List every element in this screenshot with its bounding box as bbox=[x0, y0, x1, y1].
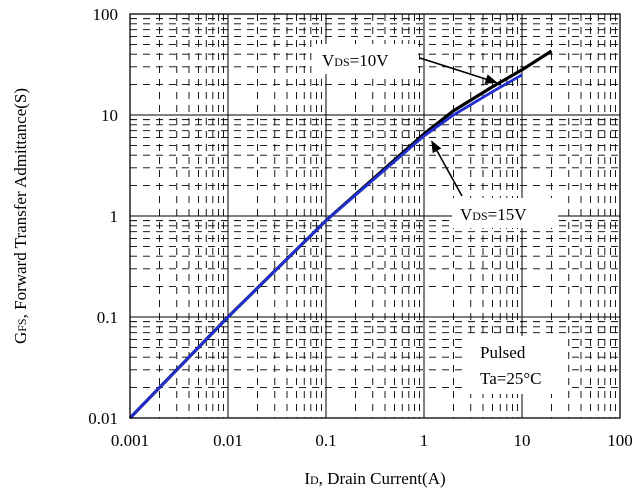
y-axis-label-sub: FS bbox=[15, 318, 29, 331]
pulsed-label-line: Pulsed bbox=[480, 343, 526, 362]
vds15-label-rest: =15V bbox=[488, 205, 528, 224]
x-tick-label: 0.1 bbox=[315, 431, 336, 450]
x-axis-label-main: I bbox=[304, 469, 310, 488]
vds10-label-sub: DS bbox=[334, 55, 349, 69]
plot-frame bbox=[129, 13, 621, 419]
series-line-vds15 bbox=[128, 73, 523, 419]
vds10-label: VDS=10V bbox=[322, 51, 389, 70]
x-axis-label: ID, Drain Current(A) bbox=[304, 469, 445, 488]
y-axis-label-rest: , Forward Transfer Admittance(S) bbox=[11, 88, 30, 318]
vds10-label-main: V bbox=[322, 51, 335, 70]
vds15-label-bg bbox=[452, 198, 558, 228]
series-layer bbox=[128, 49, 553, 420]
vds10-label-bg bbox=[312, 44, 418, 74]
pulsed-label-line: Ta=25°C bbox=[480, 369, 541, 388]
y-tick-label: 0.01 bbox=[88, 409, 118, 428]
x-tick-label: 0.001 bbox=[111, 431, 149, 450]
tick-labels: 0.001 0.01 0.1 1 10 100 0.01 0.1 1 10 100 bbox=[88, 5, 633, 450]
x-axis-label-rest: , Drain Current(A) bbox=[319, 469, 446, 488]
y-tick-label: 0.1 bbox=[97, 308, 118, 327]
y-tick-label: 10 bbox=[101, 106, 118, 125]
x-tick-label: 10 bbox=[514, 431, 531, 450]
x-axis-label-sub: D bbox=[310, 473, 319, 487]
vds15-label: VDS=15V bbox=[460, 205, 527, 224]
y-axis-label-main: G bbox=[11, 332, 30, 344]
vds10-arrow bbox=[419, 57, 498, 84]
vds15-label-main: V bbox=[460, 205, 473, 224]
vds15-arrow bbox=[431, 140, 463, 197]
y-tick-label: 100 bbox=[93, 5, 119, 24]
y-tick-label: 1 bbox=[110, 207, 119, 226]
x-tick-label: 0.01 bbox=[213, 431, 243, 450]
x-tick-label: 1 bbox=[420, 431, 429, 450]
x-tick-label: 100 bbox=[607, 431, 633, 450]
vds10-label-rest: =10V bbox=[350, 51, 390, 70]
y-axis-label: GFS, Forward Transfer Admittance(S) bbox=[11, 88, 30, 344]
vds15-label-sub: DS bbox=[472, 209, 487, 223]
pulsed-label-bg bbox=[468, 336, 568, 394]
